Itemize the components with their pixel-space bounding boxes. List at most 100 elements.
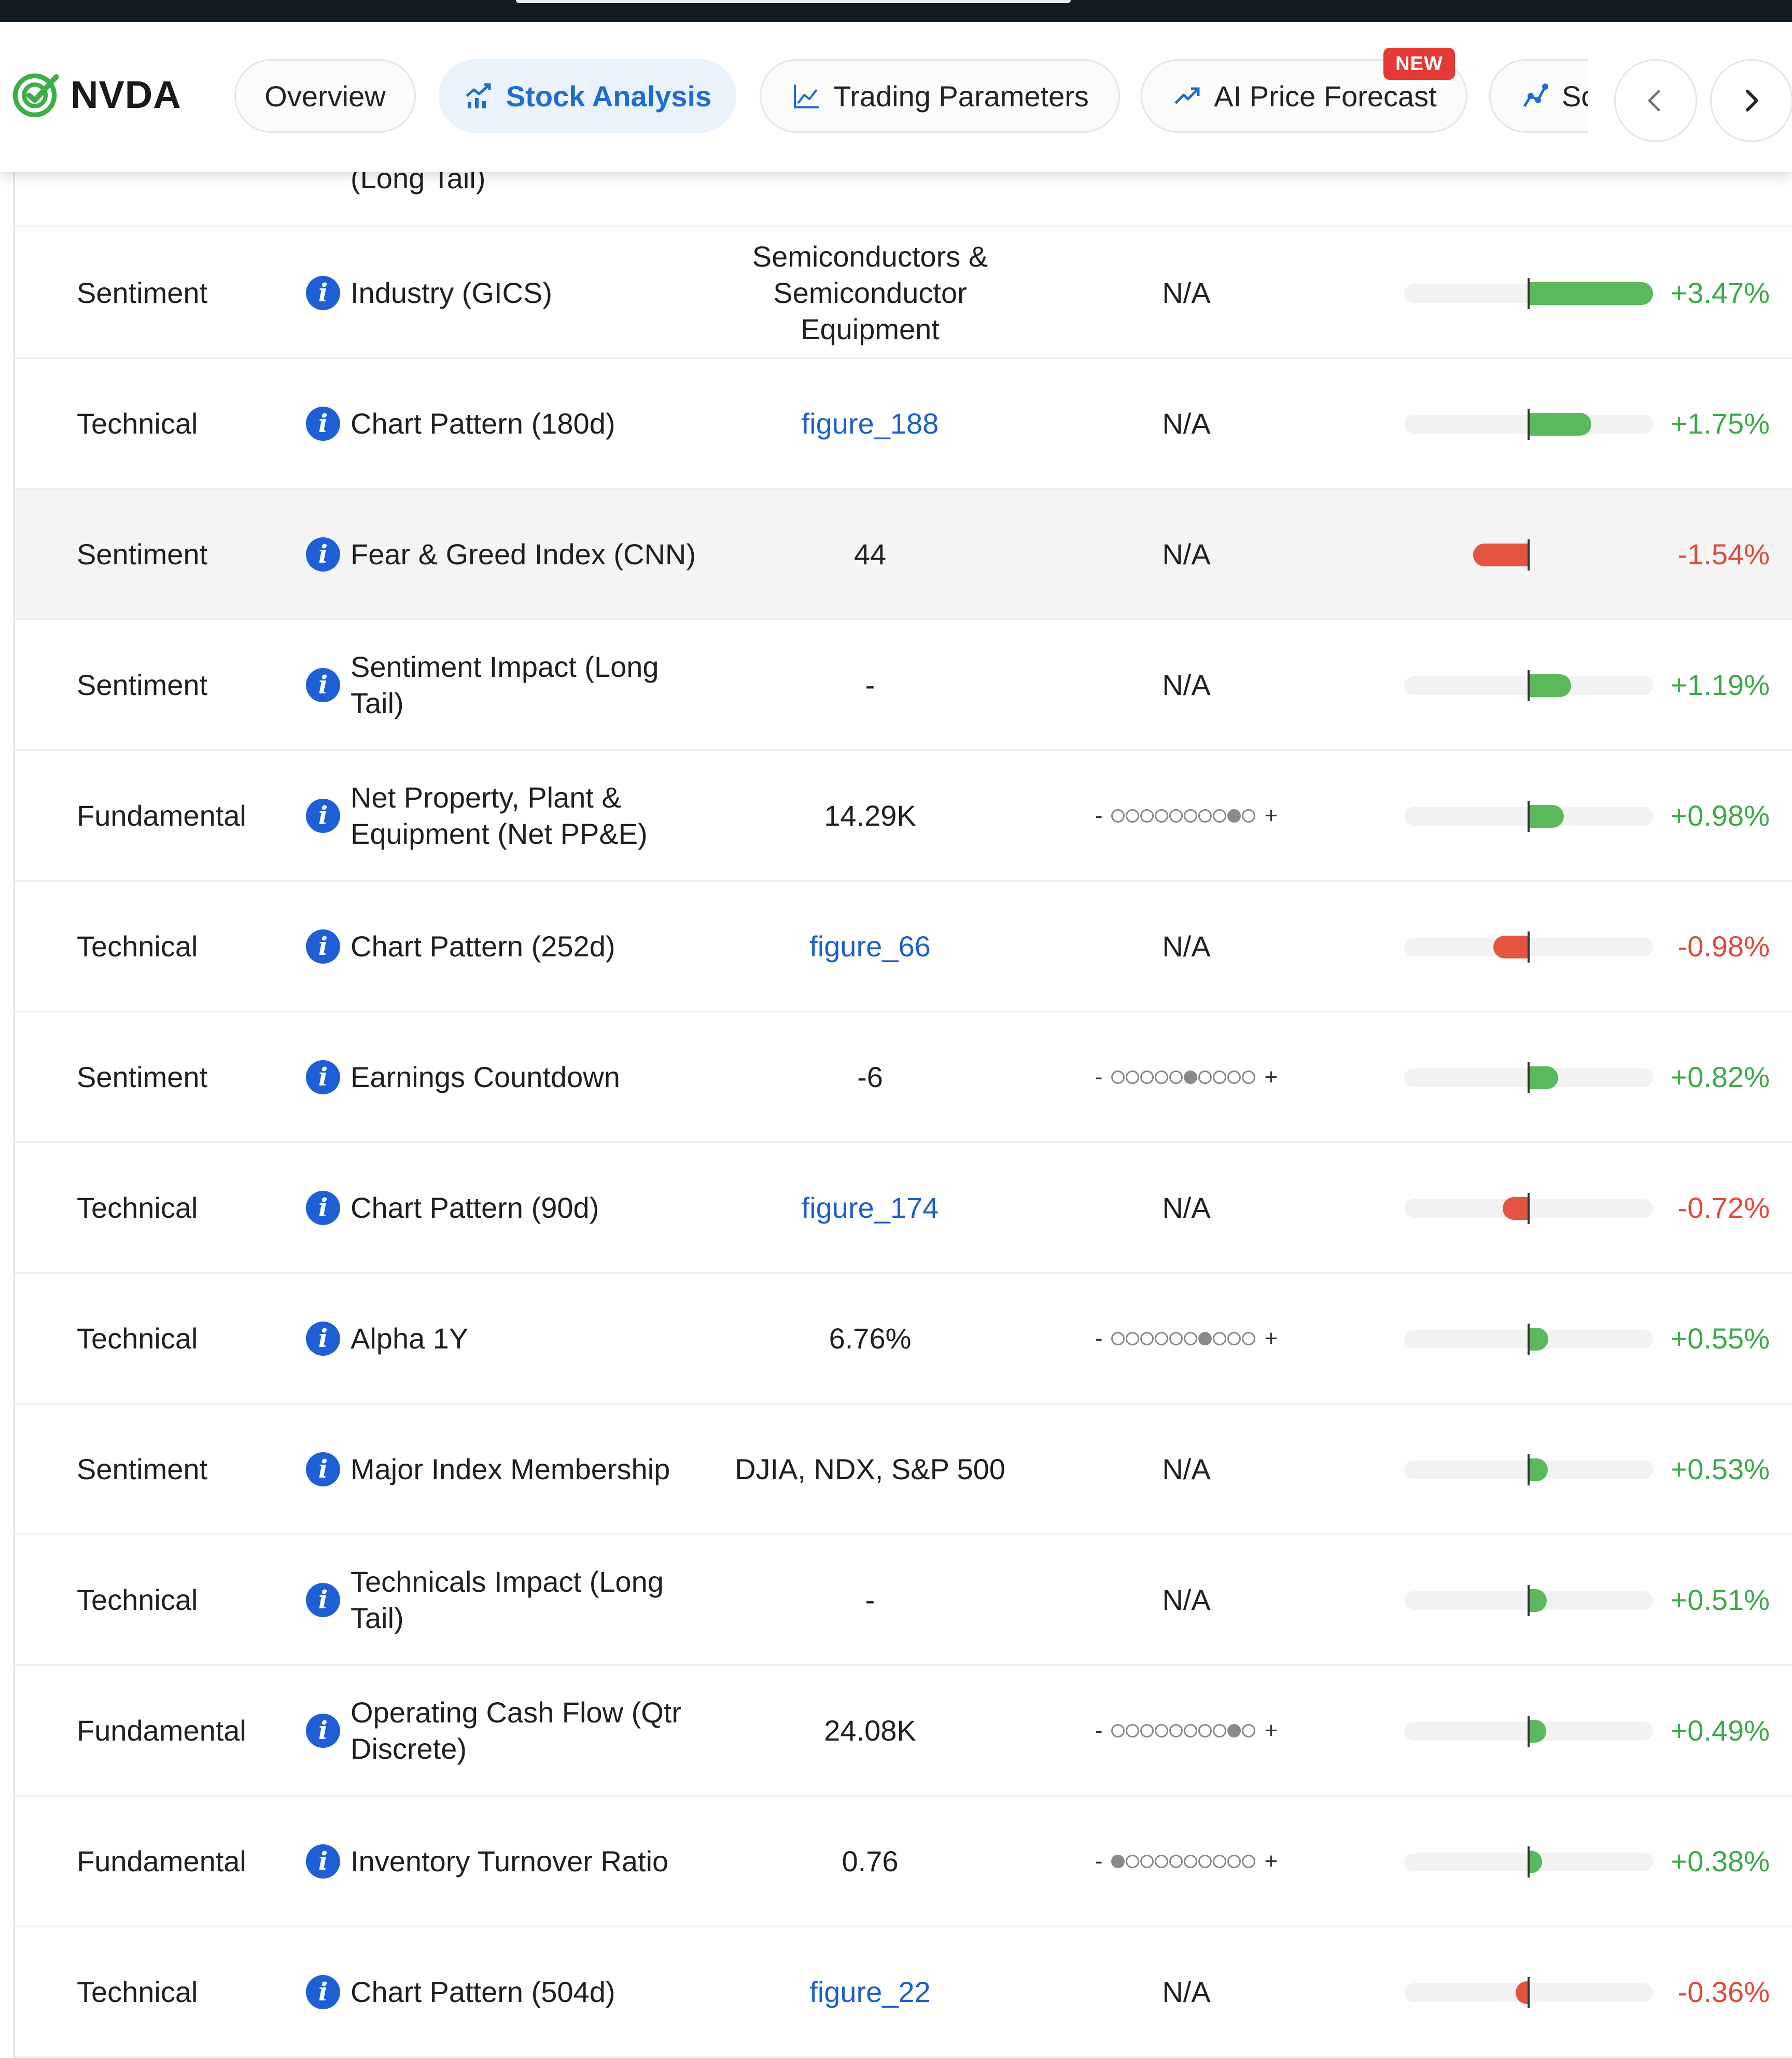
row-decile-range: N/A	[1026, 1927, 1347, 2056]
decile-dot	[1213, 1723, 1227, 1737]
chart-growth-icon	[466, 83, 491, 108]
decile-dot	[1227, 1070, 1241, 1084]
figure-link[interactable]: figure_66	[809, 929, 931, 963]
range-plus: +	[1264, 1717, 1278, 1743]
decile-dot	[1198, 1070, 1212, 1084]
row-category: Sentiment	[77, 669, 208, 701]
tabs-prev-button[interactable]	[1614, 59, 1697, 142]
impact-bar-fill	[1529, 674, 1572, 697]
table-row[interactable]: Technical i Chart Pattern (504d) figure_22 N…	[15, 1927, 1792, 2058]
info-button[interactable]: i	[305, 359, 341, 488]
info-icon[interactable]: i	[306, 1060, 340, 1094]
row-feature-name: Chart Pattern (504d)	[351, 1975, 615, 2008]
row-category: Technical	[77, 930, 198, 963]
table-row[interactable]: Fundamental i Inventory Turnover Ratio 0.76…	[15, 1797, 1792, 1927]
row-feature-name: Alpha 1Y	[351, 1322, 469, 1355]
impact-axis	[1528, 1062, 1530, 1093]
info-icon[interactable]: i	[306, 406, 340, 441]
ticker-logo[interactable]: NVDA	[11, 69, 181, 119]
row-feature-name: Industry (GICS)	[351, 276, 552, 309]
table-row[interactable]: Technical i Technicals Impact (Long Tail) -…	[15, 1535, 1792, 1666]
table-row[interactable]: Sentiment i Industry (GICS) Semiconductors …	[15, 228, 1792, 359]
row-value: 14.29K	[824, 799, 916, 832]
info-button[interactable]: i	[305, 228, 341, 357]
info-button[interactable]: i	[305, 1274, 341, 1403]
decile-dot	[1140, 1854, 1154, 1868]
info-icon[interactable]: i	[306, 1974, 340, 2009]
range-na: N/A	[1162, 538, 1211, 571]
impact-bar-fill	[1529, 1328, 1549, 1351]
decile-dot	[1126, 1723, 1140, 1737]
info-icon[interactable]: i	[306, 275, 340, 310]
info-button[interactable]: i	[305, 1535, 341, 1664]
decile-dot	[1242, 1854, 1256, 1868]
table-row[interactable]: Technical i Chart Pattern (252d) figure_66 N…	[15, 882, 1792, 1012]
table-row[interactable]: Technical i Chart Pattern (180d) figure_188…	[15, 359, 1792, 490]
info-icon[interactable]: i	[306, 1452, 340, 1486]
row-value: DJIA, NDX, S&P 500	[735, 1452, 1005, 1485]
row-decile-range: - +	[1026, 751, 1347, 880]
impact-axis	[1528, 801, 1530, 832]
row-feature-name: Chart Pattern (180d)	[351, 407, 615, 440]
table-row[interactable]: Fundamental i Net Property, Plant & Equipm…	[15, 751, 1792, 882]
tab-more-label: Sc	[1562, 79, 1588, 113]
range-minus: -	[1095, 1848, 1103, 1874]
info-button[interactable]: i	[305, 882, 341, 1011]
row-category: Technical	[77, 407, 198, 440]
info-button[interactable]: i	[305, 1012, 341, 1142]
row-decile-range: N/A	[1026, 1535, 1347, 1664]
info-button[interactable]: i	[305, 751, 341, 880]
decile-dot	[1155, 1854, 1169, 1868]
table-row[interactable]: Sentiment i Earnings Countdown -6- + +0.82%	[15, 1012, 1792, 1143]
tab-stock-analysis[interactable]: Stock Analysis	[439, 59, 736, 133]
info-button[interactable]: i	[305, 1405, 341, 1534]
impact-bar-fill	[1473, 544, 1529, 566]
table-row[interactable]: Technical i Alpha 1Y 6.76% - + +0.55%	[15, 1274, 1792, 1405]
info-button[interactable]: i	[305, 1666, 341, 1795]
row-decile-range: N/A	[1026, 359, 1347, 488]
info-icon[interactable]: i	[306, 1582, 340, 1617]
info-icon[interactable]: i	[306, 1321, 340, 1356]
impact-bar	[1373, 1274, 1663, 1403]
row-decile-range: N/A	[1026, 882, 1347, 1011]
tab-more-partial[interactable]: Sc	[1489, 59, 1588, 133]
table-row[interactable]: Sentiment i Major Index Membership DJIA, ND…	[15, 1405, 1792, 1535]
info-button[interactable]: i	[305, 1797, 341, 1926]
info-icon[interactable]: i	[306, 798, 340, 833]
info-icon[interactable]: i	[306, 1190, 340, 1225]
impact-bar	[1373, 359, 1663, 488]
decile-dots: - +	[1087, 803, 1286, 829]
tabs-next-button[interactable]	[1710, 59, 1792, 142]
info-button[interactable]: i	[305, 1143, 341, 1272]
row-feature-name: Major Index Membership	[351, 1452, 670, 1485]
impact-bar	[1373, 620, 1663, 749]
info-button[interactable]: i	[305, 620, 341, 749]
row-value: 0.76	[842, 1844, 899, 1878]
tab-trading-parameters[interactable]: Trading Parameters	[760, 59, 1120, 133]
decile-dot	[1155, 1070, 1169, 1084]
figure-link[interactable]: figure_188	[801, 407, 939, 440]
table-row[interactable]: Technical i Chart Pattern (90d) figure_174 N…	[15, 1143, 1792, 1274]
table-row[interactable]: Sentiment i Sentiment Impact (Long Tail) - N…	[15, 620, 1792, 751]
info-button[interactable]: i	[305, 1927, 341, 2056]
info-icon[interactable]: i	[306, 537, 340, 572]
info-icon[interactable]: i	[306, 929, 340, 964]
info-icon[interactable]: i	[306, 1844, 340, 1879]
row-value: -	[865, 1583, 875, 1616]
tab-overview[interactable]: Overview	[234, 59, 416, 133]
info-icon[interactable]: i	[306, 668, 340, 702]
table-row[interactable]: Fundamental i Operating Cash Flow (Qtr Dis…	[15, 1666, 1792, 1797]
impact-axis	[1528, 1977, 1530, 2008]
impact-percent: +0.38%	[1670, 1845, 1770, 1878]
figure-link[interactable]: figure_22	[809, 1975, 931, 2008]
range-minus: -	[1095, 802, 1103, 828]
info-icon[interactable]: i	[306, 1713, 340, 1748]
info-button[interactable]: i	[305, 490, 341, 619]
table-row[interactable]: Sentiment i Fear & Greed Index (CNN) 44 N/A -…	[15, 490, 1792, 620]
figure-link[interactable]: figure_174	[801, 1191, 939, 1224]
ticker-symbol: NVDA	[71, 73, 181, 116]
tab-ai-price-forecast[interactable]: AI Price Forecast	[1141, 59, 1467, 133]
decile-dot	[1213, 809, 1227, 823]
impact-percent: -0.72%	[1677, 1191, 1770, 1224]
decile-dots: - +	[1087, 1326, 1286, 1352]
